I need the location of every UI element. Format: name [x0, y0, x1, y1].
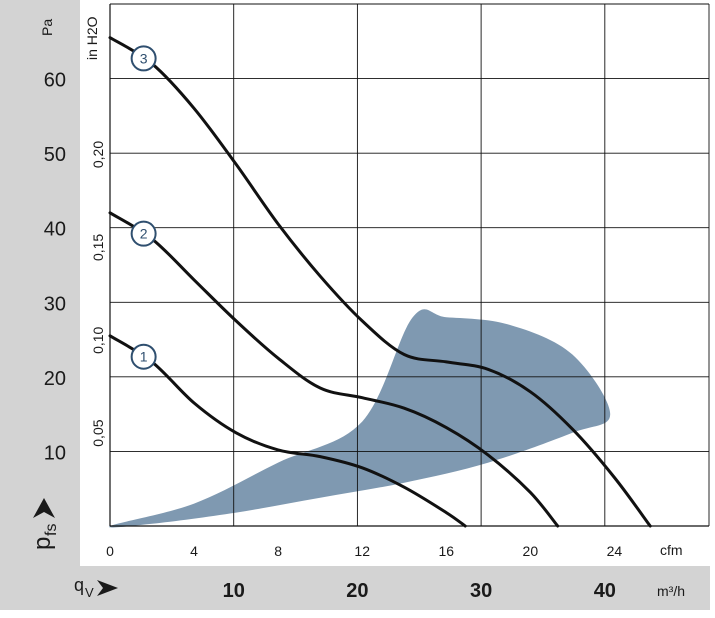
x-tick-cfm: 16 — [438, 543, 454, 559]
curve-marker-label-2: 2 — [140, 226, 148, 242]
y-tick-pa: 60 — [44, 70, 66, 92]
bottom-axis-panel — [0, 566, 710, 610]
y-unit-inh2o-text: in H2O — [84, 16, 100, 60]
x-tick-m3h: 30 — [470, 580, 492, 602]
x-tick-m3h: 10 — [223, 580, 245, 602]
x-axis-arrow-icon — [97, 580, 118, 596]
fan-curve-1 — [108, 334, 467, 528]
x-ticks-cfm: 0 4 8 12 16 20 24 — [106, 543, 622, 559]
curve-marker-label-1: 1 — [140, 349, 148, 365]
y-tick-pa: 40 — [44, 219, 66, 241]
y-axis-symbol: p fs — [29, 524, 60, 550]
y-tick-inh2o: 0,10 — [90, 326, 106, 353]
y-tick-pa: 30 — [44, 293, 66, 315]
y-unit-pa: Pa — [39, 19, 55, 36]
x-tick-cfm: 12 — [354, 543, 370, 559]
curve-marker-1 — [130, 343, 157, 370]
y-tick-inh2o: 0,20 — [90, 141, 106, 168]
operating-range-layer — [108, 309, 611, 528]
y-tick-inh2o: 0,05 — [90, 419, 106, 446]
grid-layer — [109, 3, 710, 527]
x-unit-m3h: m³/h — [657, 583, 685, 599]
curve-marker-3 — [130, 45, 157, 72]
x-tick-cfm: 24 — [607, 543, 623, 559]
x-tick-m3h: 20 — [346, 580, 368, 602]
y-tick-pa: 20 — [44, 368, 66, 390]
x-tick-cfm: 8 — [274, 543, 282, 559]
x-tick-m3h: 40 — [594, 580, 616, 602]
operating-range-area — [108, 309, 611, 528]
y-ticks-pa: 10 20 30 40 50 60 — [44, 70, 66, 465]
curve-marker-label-3: 3 — [140, 50, 148, 66]
y-axis-symbol-main: p — [29, 537, 56, 550]
x-axis-symbol-main: q — [74, 575, 84, 595]
x-tick-cfm: 4 — [190, 543, 198, 559]
marker-layer: 1 2 3 — [130, 45, 157, 370]
x-ticks-m3h: 10 20 30 40 — [223, 580, 616, 602]
curve-layer — [108, 36, 652, 528]
left-axis-panel — [0, 0, 80, 566]
x-axis-symbol-sub: V — [85, 585, 94, 600]
fan-curve-3 — [108, 36, 652, 528]
y-axis-symbol-sub: fs — [43, 524, 60, 536]
y-unit-inh2o: in H2O — [84, 16, 100, 60]
x-tick-cfm: 0 — [106, 543, 114, 559]
x-axis-symbol: q V — [74, 575, 94, 600]
x-tick-cfm: 20 — [523, 543, 539, 559]
curve-marker-2 — [130, 220, 157, 247]
y-axis-arrow-icon — [33, 498, 55, 518]
y-tick-pa: 50 — [44, 144, 66, 166]
fan-curve-2 — [108, 211, 560, 528]
y-tick-inh2o: 0,15 — [90, 234, 106, 261]
y-ticks-inh2o: 0,05 0,10 0,15 0,20 — [90, 141, 106, 447]
y-tick-pa: 10 — [44, 442, 66, 464]
x-unit-cfm: cfm — [660, 542, 683, 558]
